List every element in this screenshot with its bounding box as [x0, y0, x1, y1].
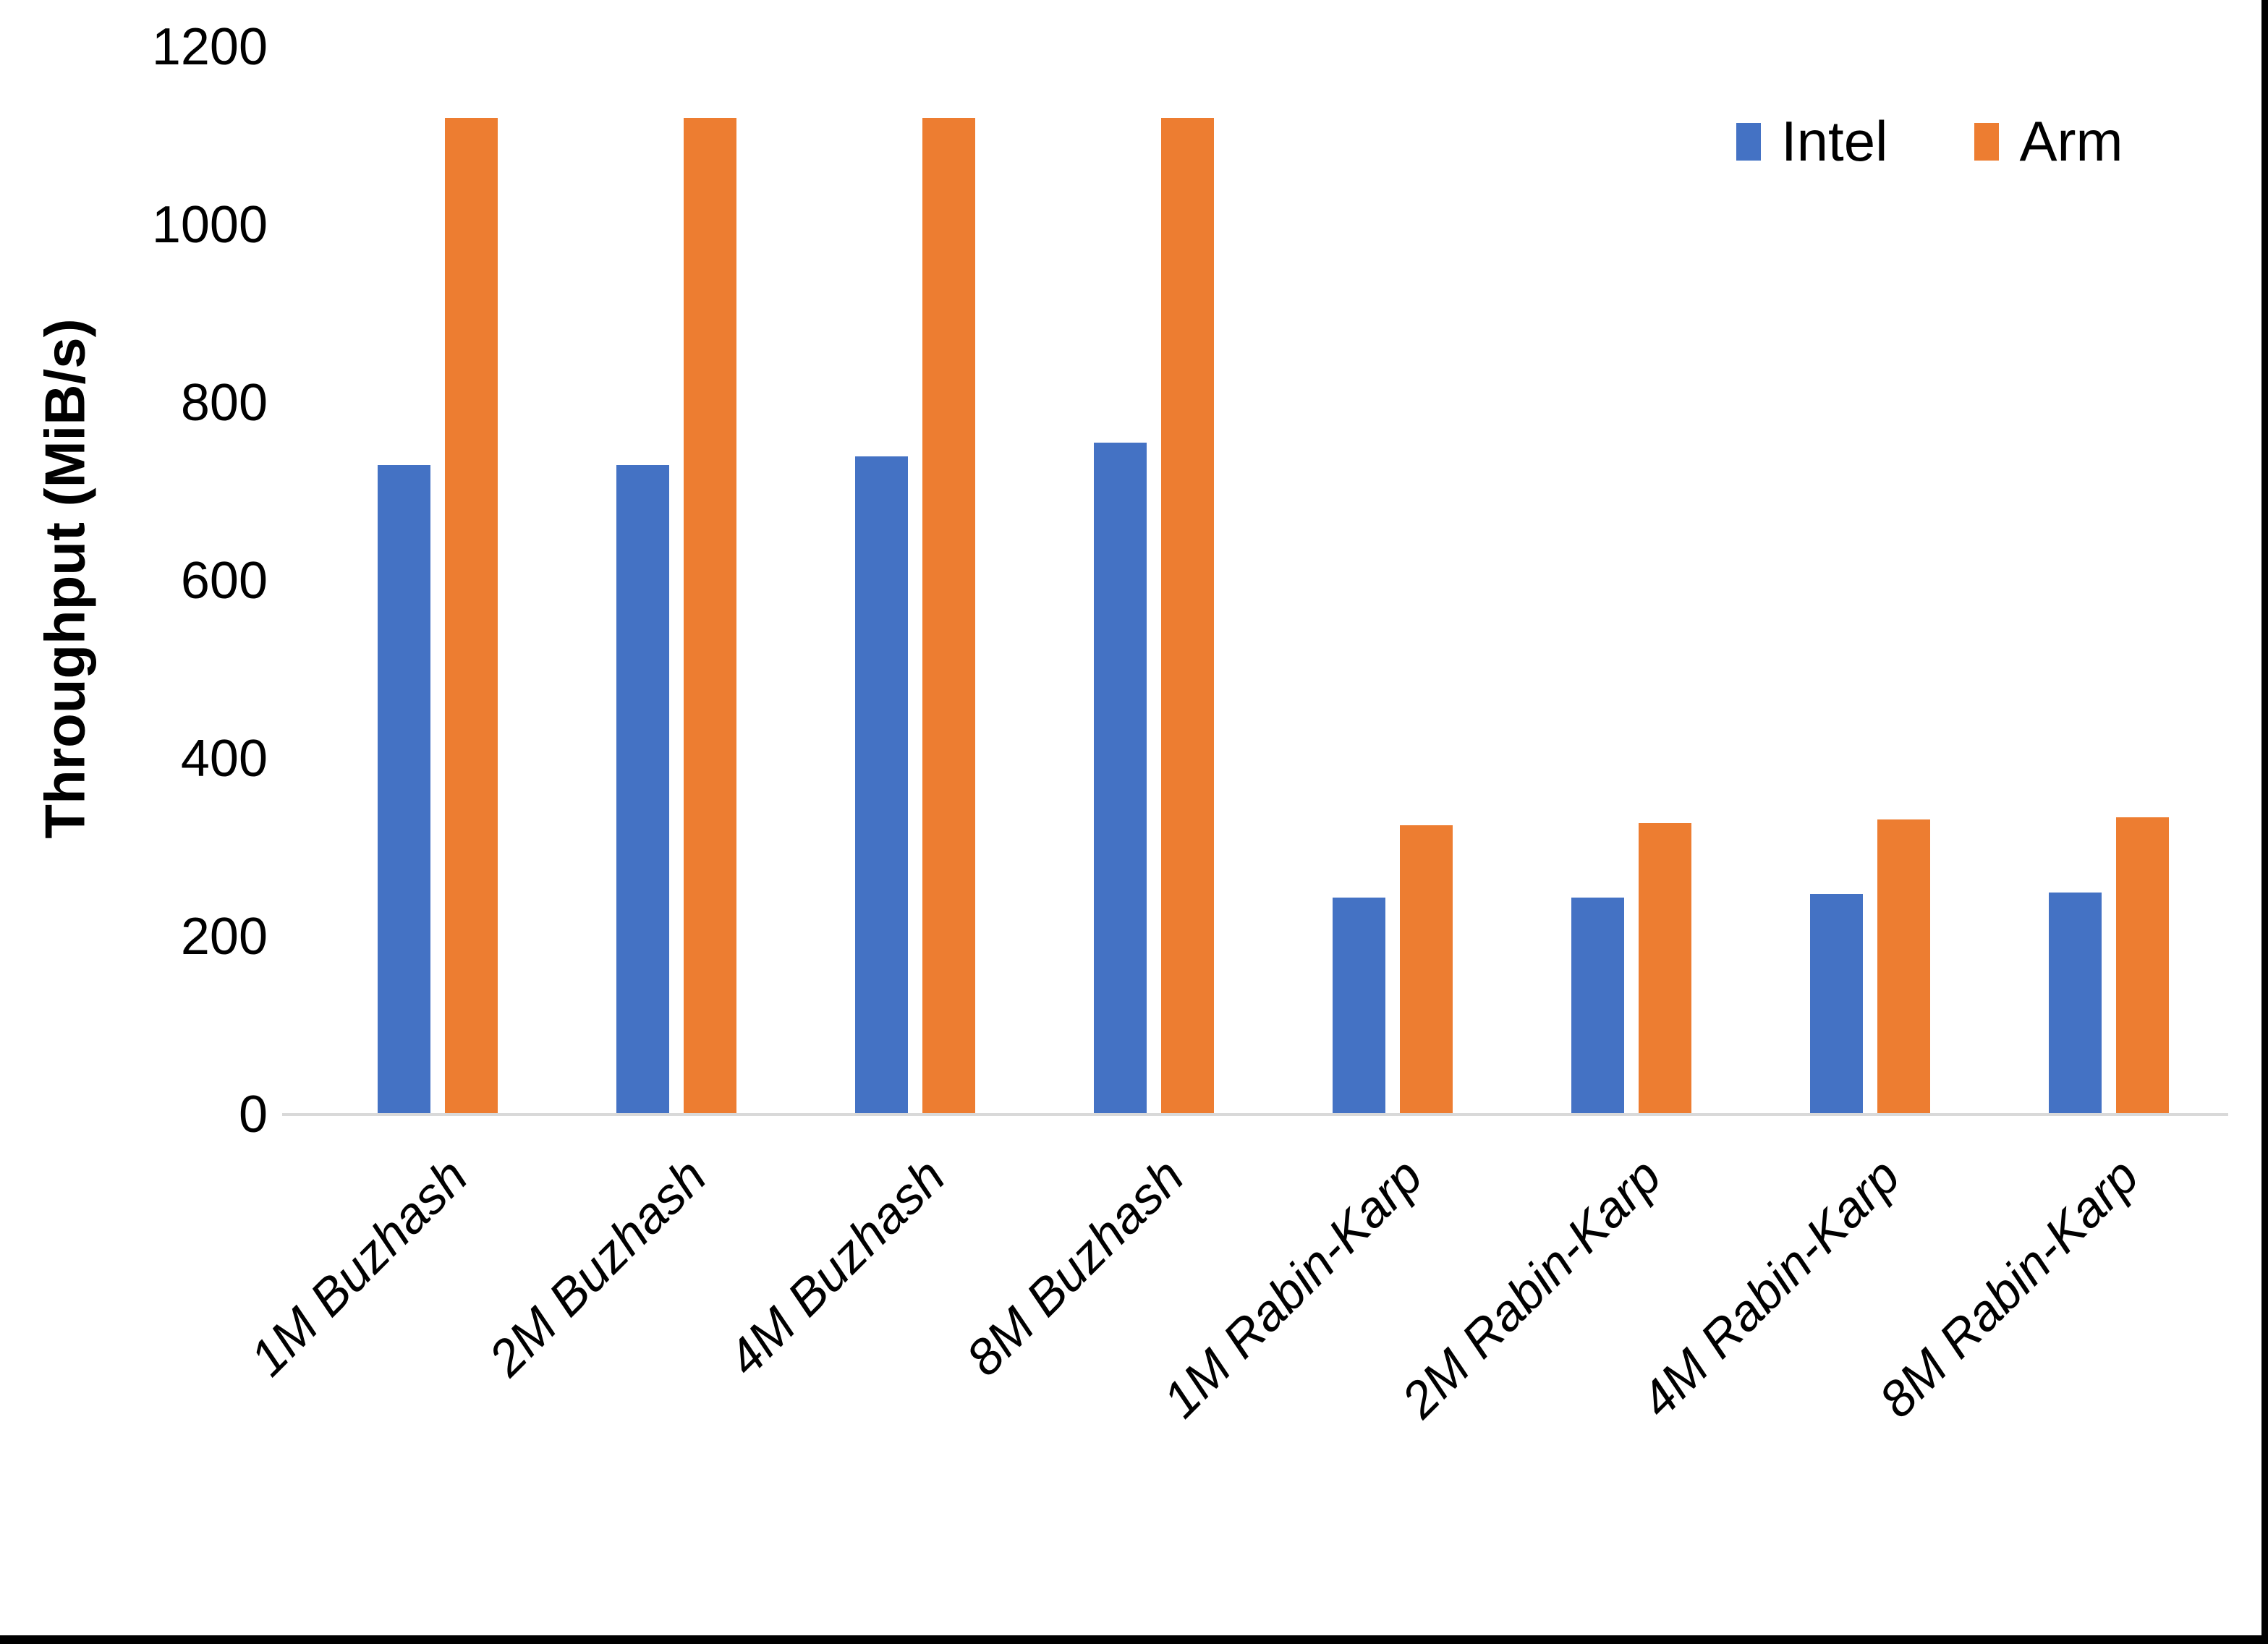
bar-intel — [616, 465, 669, 1115]
bar-arm — [1877, 819, 1930, 1115]
legend-item-intel: Intel — [1736, 108, 1887, 174]
legend-label-arm: Arm — [2019, 109, 2123, 173]
bar-intel — [1094, 443, 1147, 1115]
x-axis-line — [282, 1113, 2228, 1116]
bar-arm — [922, 118, 975, 1115]
y-axis-tick-labels: 0 200 400 600 800 1000 1200 — [0, 18, 268, 1143]
legend-label-intel: Intel — [1781, 109, 1888, 173]
bar-arm — [445, 118, 498, 1115]
arm-series-swatch-icon — [1974, 122, 2000, 161]
bar-arm — [1161, 118, 1214, 1115]
bar-group — [1273, 47, 1512, 1115]
y-tick-label: 1200 — [151, 18, 268, 76]
legend-item-arm: Arm — [1974, 108, 2123, 174]
intel-series-swatch-icon — [1736, 122, 1761, 161]
bar-intel — [378, 465, 430, 1115]
bar-arm — [1639, 822, 1691, 1115]
x-category-label: 1M Buzhash — [239, 1147, 478, 1387]
bar-group — [1751, 47, 1989, 1115]
y-tick-label: 1000 — [151, 196, 268, 254]
plot-area — [282, 47, 2228, 1116]
bar-intel — [1810, 893, 1863, 1115]
bars-row — [318, 47, 2228, 1115]
bar-arm — [1400, 825, 1453, 1115]
y-tick-label: 800 — [180, 374, 268, 432]
bar-group — [557, 47, 796, 1115]
bar-intel — [1333, 897, 1385, 1115]
bar-arm — [684, 118, 736, 1115]
bar-intel — [855, 456, 908, 1115]
bar-intel — [1571, 897, 1624, 1115]
y-tick-label: 0 — [238, 1086, 268, 1143]
x-label-slot: 8M Rabin-Karp — [1869, 1115, 2228, 1563]
y-tick-label: 400 — [180, 730, 268, 788]
bar-group — [1512, 47, 1751, 1115]
bar-intel — [2049, 892, 2102, 1115]
y-tick-label: 600 — [180, 552, 268, 610]
x-axis-category-labels: 1M Buzhash 2M Buzhash 4M Buzhash 8M Buzhash… — [239, 1115, 2228, 1563]
y-tick-label: 200 — [180, 908, 268, 966]
bar-group — [1035, 47, 1273, 1115]
bar-arm — [2116, 817, 2169, 1115]
bar-group — [796, 47, 1035, 1115]
bar-group — [1989, 47, 2228, 1115]
legend: Intel Arm — [1736, 108, 2123, 174]
bar-group — [318, 47, 557, 1115]
